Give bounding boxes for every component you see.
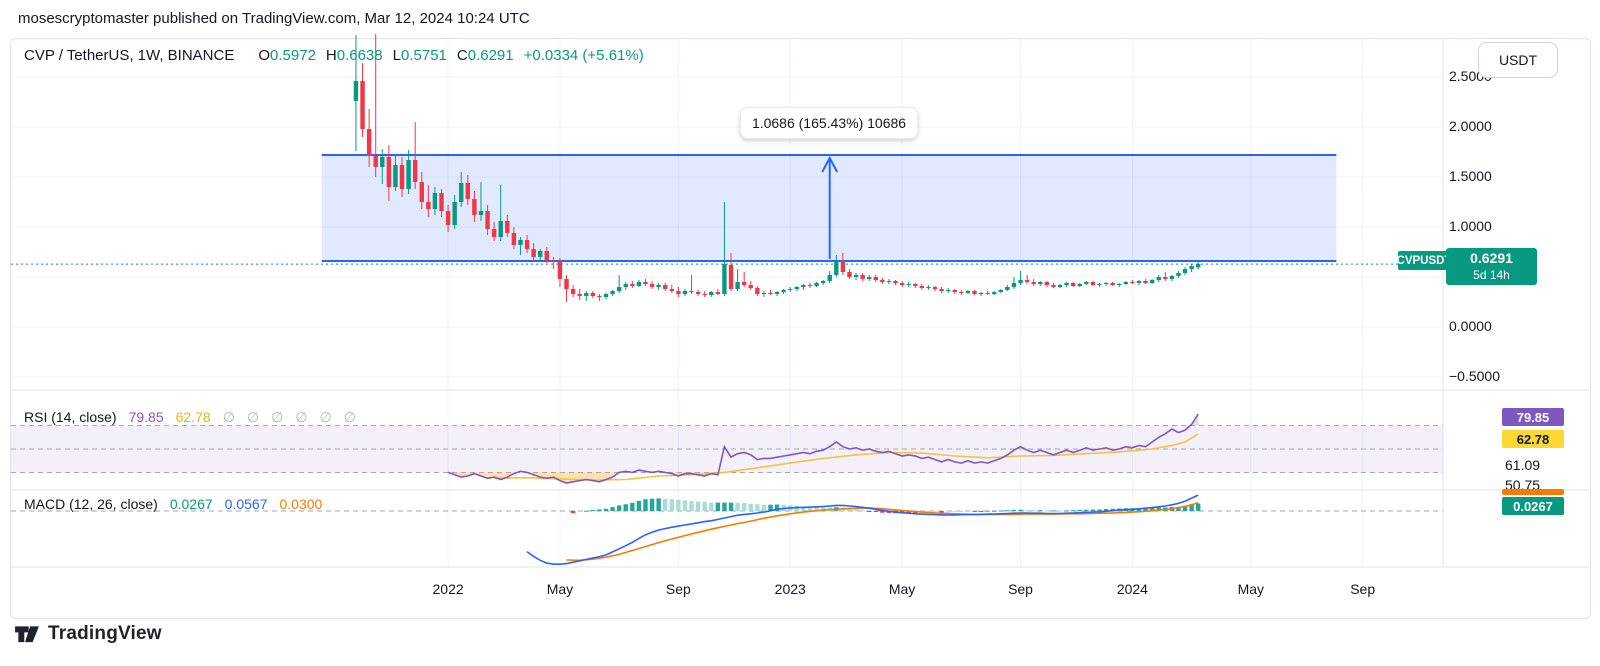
tradingview-logo[interactable]: TradingView (14, 621, 162, 647)
rsi-hidden-value-icon: ∅ (343, 409, 356, 425)
rsi-legend[interactable]: RSI (14, close) 79.85 62.78 ∅ ∅ ∅ ∅ ∅ ∅ (24, 409, 356, 426)
ohlc-high-value: 0.6638 (336, 47, 383, 64)
time-axis-label: 2024 (1116, 581, 1148, 597)
tradingview-logo-text: TradingView (48, 623, 162, 644)
rsi-scale-badge: 79.85 (1502, 408, 1564, 426)
macd-histogram-scale-badge: 0.0267 (1502, 497, 1564, 515)
ohlc-open-value: 0.5972 (270, 47, 316, 64)
price-scale-tick: 0.0000 (1449, 318, 1492, 334)
time-axis-label: Sep (1008, 581, 1033, 597)
symbol-price-tag: CVPUSDT (1397, 251, 1451, 270)
rsi-value: 79.85 (128, 409, 164, 425)
time-axis-label: May (546, 581, 574, 597)
ohlc-low-label: L (392, 47, 401, 64)
currency-toggle-button[interactable]: USDT (1478, 42, 1558, 78)
rsi-title[interactable]: RSI (14, close) (24, 409, 117, 425)
price-scale-tick: 1.0000 (1449, 218, 1492, 234)
rsi-hidden-value-icon: ∅ (295, 409, 308, 425)
last-price-value: 0.6291 (1470, 250, 1513, 267)
time-axis-label: Sep (665, 581, 691, 597)
ohlc-close-value: 0.6291 (467, 47, 514, 64)
ohlc-low-value: 0.5751 (401, 47, 447, 64)
symbol-legend[interactable]: CVP / TetherUS, 1W, BINANCE O0.5972 H0.663… (24, 47, 644, 64)
rsi-hidden-value-icon: ∅ (319, 409, 332, 425)
rsi-hidden-value-icon: ∅ (271, 409, 284, 425)
rsi-ma-value: 62.78 (175, 409, 211, 425)
rsi-hidden-value-icon: ∅ (246, 409, 260, 425)
tradingview-logo-icon (15, 626, 39, 643)
macd-title[interactable]: MACD (12, 26, close) (24, 496, 158, 512)
macd-legend[interactable]: MACD (12, 26, close) 0.0267 0.0567 0.0300 (24, 496, 322, 512)
time-axis-label: May (888, 581, 916, 597)
last-price-badge: 0.6291 5d 14h (1446, 248, 1537, 285)
macd-signal-value: 0.0300 (279, 496, 323, 512)
time-axis-label: 2023 (774, 581, 806, 597)
change-value: +0.0334 (+5.61%) (523, 47, 644, 64)
ohlc-close-label: C (456, 47, 468, 64)
ohlc-open-label: O (258, 47, 271, 64)
macd-signal-scale-badge (1502, 489, 1564, 495)
price-scale-tick: 1.5000 (1449, 168, 1492, 184)
rsi-hidden-values: ∅ ∅ ∅ ∅ ∅ ∅ (211, 409, 356, 425)
measure-tool-label: 1.0686 (165.43%) 10686 (740, 107, 918, 139)
time-axis-label: Sep (1350, 581, 1376, 597)
ohlc-high-label: H (325, 47, 337, 64)
rsi-hidden-value-icon: ∅ (222, 409, 235, 425)
macd-line-value: 0.0567 (224, 496, 268, 512)
attribution-text: mosescryptomaster published on TradingVi… (18, 10, 530, 27)
macd-histogram-value: 0.0267 (169, 496, 213, 512)
time-axis-label: 2022 (432, 581, 464, 597)
bar-countdown: 5d 14h (1473, 267, 1510, 282)
price-scale-tick: 2.0000 (1449, 118, 1492, 134)
rsi-ma-scale-badge: 62.78 (1502, 430, 1564, 448)
time-axis-label: May (1237, 581, 1265, 597)
price-scale-tick: −0.5000 (1449, 368, 1500, 384)
rsi-scale-tick: 61.09 (1505, 457, 1541, 473)
symbol-title[interactable]: CVP / TetherUS, 1W, BINANCE (24, 47, 235, 64)
